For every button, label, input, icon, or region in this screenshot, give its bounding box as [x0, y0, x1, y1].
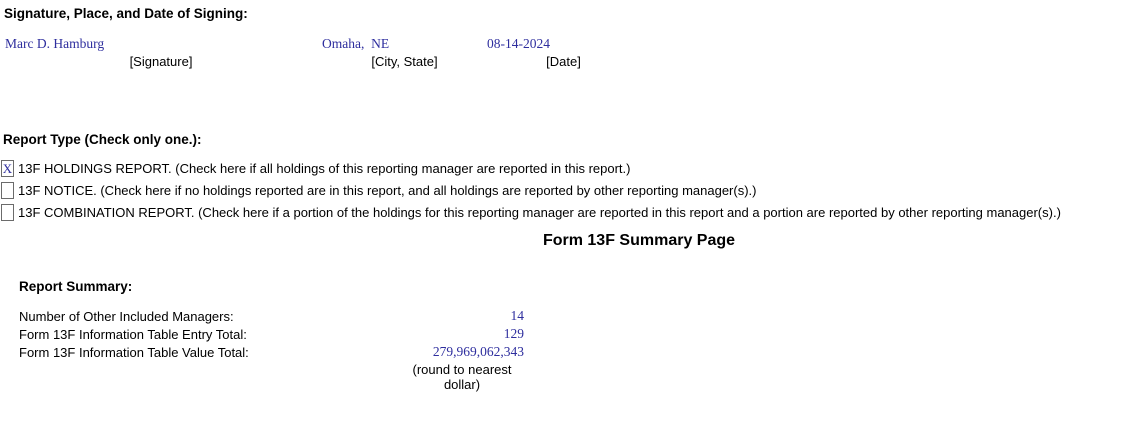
other-managers-value: 14 — [510, 308, 525, 323]
date-field-label: [Date] — [546, 54, 581, 69]
other-managers-label: Number of Other Included Managers: — [19, 309, 234, 324]
signature-field-label: [Signature] — [129, 54, 193, 69]
notice-label: 13F NOTICE. (Check here if no holdings r… — [18, 183, 757, 198]
date-value: 08-14-2024 — [487, 36, 550, 51]
combination-report-checkbox[interactable] — [1, 204, 14, 221]
holdings-report-checkbox[interactable]: X — [1, 160, 14, 177]
signature-section-heading: Signature, Place, and Date of Signing: — [4, 6, 248, 21]
value-total-value: 279,969,062,343 — [432, 344, 524, 359]
round-to-nearest-dollar-note: (round to nearest dollar) — [412, 362, 512, 392]
report-summary-table: Number of Other Included Managers: 14 Fo… — [19, 308, 524, 362]
value-total-label: Form 13F Information Table Value Total: — [19, 345, 249, 360]
report-type-heading: Report Type (Check only one.): — [3, 132, 202, 147]
combination-report-label: 13F COMBINATION REPORT. (Check here if a… — [18, 205, 1061, 220]
summary-row-entry-total: Form 13F Information Table Entry Total: … — [19, 326, 524, 344]
report-summary-heading: Report Summary: — [19, 279, 133, 294]
summary-row-value-total: Form 13F Information Table Value Total: … — [19, 344, 524, 362]
report-type-option-holdings: X 13F HOLDINGS REPORT. (Check here if al… — [1, 160, 630, 177]
city-state-value: Omaha, NE — [322, 36, 390, 51]
holdings-report-label: 13F HOLDINGS REPORT. (Check here if all … — [18, 161, 631, 176]
notice-checkbox[interactable] — [1, 182, 14, 199]
checkbox-x-mark: X — [2, 161, 13, 176]
summary-row-other-managers: Number of Other Included Managers: 14 — [19, 308, 524, 326]
report-type-option-combination: 13F COMBINATION REPORT. (Check here if a… — [1, 204, 1061, 221]
entry-total-label: Form 13F Information Table Entry Total: — [19, 327, 247, 342]
city-state-field-label: [City, State] — [371, 54, 438, 69]
report-type-option-notice: 13F NOTICE. (Check here if no holdings r… — [1, 182, 756, 199]
signature-value: Marc D. Hamburg — [5, 36, 105, 51]
summary-page-title: Form 13F Summary Page — [542, 232, 736, 249]
entry-total-value: 129 — [503, 326, 524, 341]
